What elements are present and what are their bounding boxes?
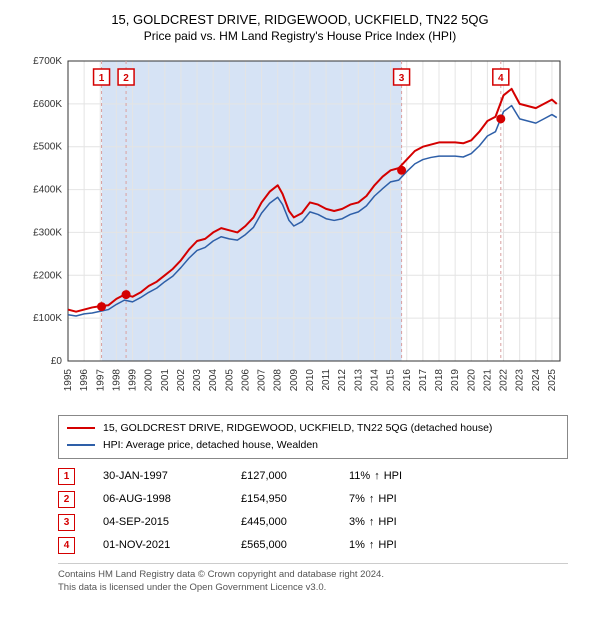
x-tick-label: 2007 [257, 369, 268, 392]
sale-dot [97, 302, 106, 311]
sale-row: 4 01-NOV-2021 £565,000 1% ↑HPI [58, 534, 568, 557]
sale-marker-number: 1 [99, 73, 105, 84]
x-tick-label: 2012 [337, 369, 348, 392]
sale-marker-number: 4 [498, 73, 504, 84]
sale-marker-number: 2 [123, 73, 129, 84]
legend-label: 15, GOLDCREST DRIVE, RIDGEWOOD, UCKFIELD… [103, 420, 492, 437]
arrow-up-icon: ↑ [369, 493, 375, 505]
x-tick-label: 2023 [515, 369, 526, 392]
footer: Contains HM Land Registry data © Crown c… [58, 563, 568, 595]
x-tick-label: 1996 [79, 369, 90, 392]
footer-line: Contains HM Land Registry data © Crown c… [58, 568, 568, 581]
x-tick-label: 2008 [273, 369, 284, 392]
sale-band [102, 61, 127, 361]
sale-pct-suffix: HPI [384, 470, 402, 482]
x-tick-label: 2006 [240, 369, 251, 392]
legend-item: 15, GOLDCREST DRIVE, RIDGEWOOD, UCKFIELD… [67, 420, 559, 437]
sale-row: 2 06-AUG-1998 £154,950 7% ↑HPI [58, 488, 568, 511]
sale-price: £445,000 [241, 516, 321, 528]
x-tick-label: 2025 [547, 369, 558, 392]
x-tick-label: 2014 [369, 369, 380, 392]
sale-row-marker: 2 [58, 491, 75, 508]
x-tick-label: 1995 [63, 369, 74, 392]
x-tick-label: 2021 [482, 369, 493, 392]
x-tick-label: 2020 [466, 369, 477, 392]
legend-swatch [67, 427, 95, 429]
sale-row-marker: 3 [58, 514, 75, 531]
sale-dot [397, 166, 406, 175]
sale-dot [496, 114, 505, 123]
x-tick-label: 2022 [499, 369, 510, 392]
sale-pct: 7% ↑HPI [349, 493, 397, 505]
sale-pct-value: 3% [349, 516, 365, 528]
arrow-up-icon: ↑ [369, 539, 375, 551]
x-tick-label: 2002 [176, 369, 187, 392]
chart-svg: £0 £100K £200K £300K £400K £500K £600K £700K 199… [20, 51, 580, 411]
x-tick-label: 1998 [111, 369, 122, 392]
sale-pct-suffix: HPI [378, 493, 396, 505]
x-tick-label: 2024 [531, 369, 542, 392]
y-tick-label: £300K [33, 227, 62, 238]
arrow-up-icon: ↑ [374, 470, 380, 482]
sale-pct-value: 1% [349, 539, 365, 551]
y-tick-label: £100K [33, 313, 62, 324]
x-tick-label: 2017 [418, 369, 429, 392]
y-tick-label: £700K [33, 56, 62, 67]
sale-pct: 11% ↑ HPI [349, 470, 402, 482]
sale-price: £127,000 [241, 470, 321, 482]
x-tick-label: 2010 [305, 369, 316, 392]
y-tick-label: £600K [33, 99, 62, 110]
x-tick-label: 2016 [402, 369, 413, 392]
footer-line: This data is licensed under the Open Gov… [58, 581, 568, 594]
sale-dot [122, 290, 131, 299]
x-tick-label: 2015 [386, 369, 397, 392]
y-tick-label: £500K [33, 142, 62, 153]
sale-pct: 1% ↑HPI [349, 539, 397, 551]
legend-item: HPI: Average price, detached house, Weal… [67, 437, 559, 454]
sale-pct-value: 7% [349, 493, 365, 505]
x-tick-label: 1999 [128, 369, 139, 392]
x-tick-label: 1997 [95, 369, 106, 392]
sale-row-marker: 4 [58, 537, 75, 554]
sale-marker-number: 3 [399, 73, 405, 84]
sale-pct-value: 11% [349, 470, 370, 482]
x-tick-label: 2019 [450, 369, 461, 392]
price-chart: £0 £100K £200K £300K £400K £500K £600K £700K 199… [20, 51, 580, 411]
sale-date: 30-JAN-1997 [103, 470, 213, 482]
x-tick-label: 2005 [224, 369, 235, 392]
x-tick-label: 2000 [144, 369, 155, 392]
sale-date: 01-NOV-2021 [103, 539, 213, 551]
x-tick-label: 2011 [321, 369, 332, 391]
legend-swatch [67, 444, 95, 446]
x-tick-label: 2003 [192, 369, 203, 392]
sale-row: 1 30-JAN-1997 £127,000 11% ↑ HPI [58, 465, 568, 488]
sale-row: 3 04-SEP-2015 £445,000 3% ↑HPI [58, 511, 568, 534]
page-subtitle: Price paid vs. HM Land Registry's House … [10, 29, 590, 43]
y-tick-label: £400K [33, 185, 62, 196]
x-tick-label: 2013 [353, 369, 364, 392]
x-tick-label: 2004 [208, 369, 219, 392]
sale-pct: 3% ↑HPI [349, 516, 397, 528]
sale-date: 04-SEP-2015 [103, 516, 213, 528]
arrow-up-icon: ↑ [369, 516, 375, 528]
sale-price: £154,950 [241, 493, 321, 505]
sale-price: £565,000 [241, 539, 321, 551]
y-tick-label: £0 [51, 356, 63, 367]
x-tick-label: 2018 [434, 369, 445, 392]
sale-pct-suffix: HPI [378, 516, 396, 528]
page-title: 15, GOLDCREST DRIVE, RIDGEWOOD, UCKFIELD… [10, 12, 590, 27]
legend: 15, GOLDCREST DRIVE, RIDGEWOOD, UCKFIELD… [58, 415, 568, 459]
sales-table: 130-JAN-1997£127,00011%↑HPI206-AUG-1998£… [58, 465, 568, 557]
sale-row-marker: 1 [58, 468, 75, 485]
x-tick-label: 2009 [289, 369, 300, 392]
sale-date: 06-AUG-1998 [103, 493, 213, 505]
x-tick-label: 2001 [160, 369, 171, 392]
legend-label: HPI: Average price, detached house, Weal… [103, 437, 318, 454]
sale-pct-suffix: HPI [378, 539, 396, 551]
y-tick-label: £200K [33, 270, 62, 281]
